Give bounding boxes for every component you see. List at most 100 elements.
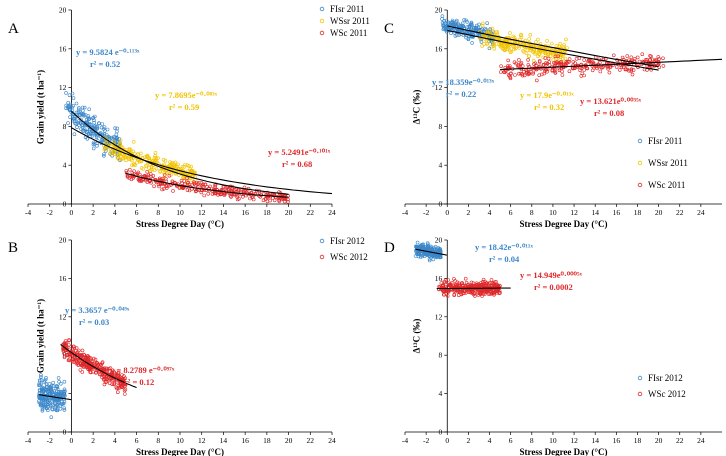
data-point (52, 392, 56, 397)
panel-label: A (8, 21, 19, 37)
data-point (162, 173, 167, 177)
data-point (139, 151, 143, 156)
data-point (136, 177, 141, 181)
data-point (520, 73, 525, 78)
data-point (71, 359, 75, 364)
data-point (221, 185, 226, 189)
data-point (82, 127, 87, 131)
data-point (37, 395, 41, 400)
data-point (149, 168, 154, 172)
equation-label: y = 8.2789 e⁻⁰·⁰⁹⁷ˣ (110, 365, 175, 375)
panel-label: D (384, 240, 395, 256)
data-point (620, 55, 625, 60)
data-point (457, 283, 462, 288)
data-point (469, 284, 474, 289)
data-point (219, 192, 223, 196)
data-point (264, 197, 268, 201)
legend-label: FIsr 2012 (648, 373, 683, 383)
data-point (70, 91, 75, 96)
data-point (454, 18, 459, 23)
x-tick-label: 14 (591, 208, 599, 217)
data-point (545, 52, 550, 56)
data-point (444, 27, 448, 31)
x-tick-label: 24 (328, 208, 336, 217)
data-point (112, 139, 116, 144)
x-axis-label: Stress Degree Day (°C) (520, 447, 608, 456)
data-point (431, 253, 436, 258)
data-point (561, 56, 565, 61)
data-point (105, 367, 110, 372)
data-point (456, 28, 461, 33)
data-point (50, 407, 54, 411)
data-point (488, 44, 493, 49)
data-point (629, 67, 634, 71)
legend-marker (319, 6, 325, 12)
data-point (114, 372, 119, 377)
data-point (55, 387, 60, 391)
data-point (91, 369, 95, 374)
data-point (61, 348, 66, 353)
data-point (100, 360, 105, 365)
data-point (493, 288, 498, 293)
data-point (109, 370, 114, 374)
data-point (130, 158, 134, 163)
data-point (114, 132, 119, 137)
data-point (518, 33, 523, 38)
data-point (66, 121, 70, 125)
data-point (532, 62, 536, 66)
data-point (582, 58, 587, 62)
data-point (123, 387, 128, 392)
data-point (108, 366, 113, 371)
fit-line (436, 287, 511, 290)
data-point (156, 156, 160, 160)
x-tick-label: 10 (549, 208, 557, 217)
x-tick-label: -4 (25, 208, 31, 217)
data-point (661, 56, 665, 61)
x-tick-label: 8 (156, 436, 160, 445)
data-point (497, 285, 501, 290)
r2-label: r² = 0.32 (534, 102, 564, 112)
data-point (657, 57, 661, 61)
data-point (513, 46, 518, 51)
data-point (62, 408, 67, 412)
data-point (527, 37, 532, 41)
data-point (38, 401, 43, 406)
x-tick-label: -2 (423, 208, 429, 217)
data-point (559, 62, 564, 67)
data-point (86, 355, 91, 360)
data-point (502, 43, 507, 47)
data-point (455, 288, 460, 293)
data-point (452, 293, 457, 298)
data-point (72, 346, 77, 351)
data-point (96, 363, 100, 367)
data-point (58, 389, 63, 394)
data-point (544, 62, 548, 67)
data-point (474, 27, 478, 31)
data-point (86, 114, 90, 118)
data-point (71, 344, 76, 349)
data-point (277, 198, 281, 202)
x-tick-label: 0 (70, 208, 74, 217)
data-point (450, 18, 455, 23)
x-tick-label: 14 (220, 436, 228, 445)
data-point (92, 125, 96, 130)
data-point (517, 71, 521, 76)
data-point (526, 63, 531, 67)
data-point (40, 407, 45, 412)
data-point (647, 58, 652, 63)
legend-marker (319, 238, 325, 244)
data-point (56, 376, 61, 380)
data-point (120, 385, 125, 390)
data-point (85, 358, 90, 363)
data-point (223, 192, 227, 196)
y-tick-label: 4 (439, 161, 443, 170)
equation-label: y = 9.5824 e⁻⁰·¹¹³ˣ (76, 47, 140, 57)
x-tick-label: 18 (634, 208, 642, 217)
series-fisr-2011 (440, 14, 497, 51)
legend: FIsr 2012 WSc 2012 (319, 236, 368, 262)
x-tick-label: -4 (25, 436, 31, 445)
data-point (611, 53, 616, 58)
data-point (598, 60, 602, 65)
y-tick-label: 12 (435, 312, 443, 321)
data-point (598, 69, 603, 74)
